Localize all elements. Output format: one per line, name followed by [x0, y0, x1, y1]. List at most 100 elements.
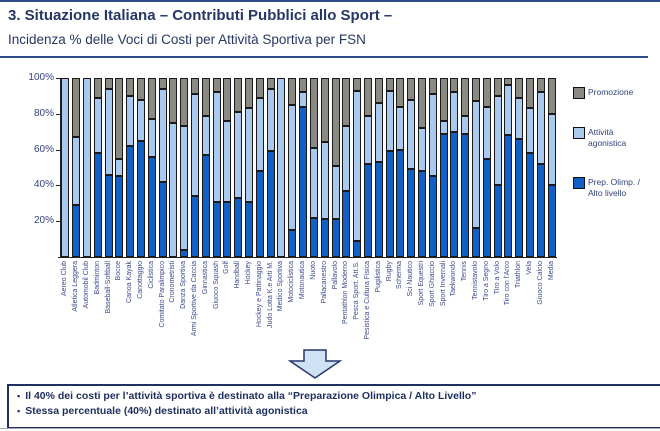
bar-segment: [191, 94, 200, 197]
bar-segment: [72, 205, 81, 257]
bar-segment: [72, 137, 81, 206]
bar-segment: [450, 92, 459, 132]
stacked-bar: [417, 78, 426, 257]
bar-segment: [255, 97, 264, 172]
x-axis-category-label: Sport Equestri: [417, 261, 425, 306]
bar-segment: [137, 99, 146, 141]
x-axis-category-label: Automobil Club: [83, 261, 90, 309]
bar-segment: [245, 201, 254, 257]
legend-swatch: [573, 87, 585, 99]
summary-text: Il 40% dei costi per l’attività sportiva…: [25, 390, 477, 402]
summary-bullet-line: ▪ Il 40% dei costi per l’attività sportiv…: [17, 389, 660, 404]
bar-segment: [374, 78, 383, 104]
bar-segment: [288, 104, 297, 231]
stacked-bar: [245, 78, 254, 257]
stacked-bar: [363, 78, 372, 257]
bar-segment: [158, 181, 167, 257]
x-axis-category-label: Tiro con l'Arco: [504, 261, 512, 306]
bar-segment: [353, 78, 362, 91]
bar-segment: [115, 78, 124, 159]
stacked-bar: [547, 78, 556, 257]
stacked-bar: [396, 78, 405, 257]
legend-swatch: [573, 127, 585, 139]
bar-segment: [385, 78, 394, 91]
x-axis-category-label: Hockey e Pattinaggio: [255, 261, 263, 328]
stacked-bar: [169, 78, 178, 257]
stacked-bar: [493, 78, 502, 257]
legend-label: Prep. Olimp. / Alto livello: [588, 177, 640, 198]
x-axis-category-label: Atletica Leggera: [72, 261, 80, 312]
bar-segment: [266, 151, 275, 257]
bar-segment: [104, 174, 113, 257]
bar-segment: [137, 78, 146, 100]
stacked-bar: [525, 78, 534, 257]
bar-segment: [471, 101, 480, 229]
bar-segment: [180, 249, 189, 257]
bar-segment: [201, 154, 210, 257]
bar-segment: [525, 78, 534, 109]
bar-segment: [385, 90, 394, 152]
bar-segment: [180, 126, 189, 250]
bar-segment: [504, 78, 513, 86]
bar-segment: [450, 131, 459, 257]
stacked-bar: [385, 78, 394, 257]
bar-segment: [482, 158, 491, 257]
bar-segment: [407, 169, 416, 257]
x-axis-category-label: Judo Lotta K.e Arti M.: [266, 261, 274, 328]
bar-segment: [288, 78, 297, 105]
bar-segment: [299, 92, 308, 107]
bar-segment: [223, 78, 232, 121]
bar-segment: [126, 95, 135, 147]
bar-segment: [363, 163, 372, 257]
stacked-bar: [504, 78, 513, 257]
x-axis-category-label: Tennis: [461, 261, 469, 282]
x-axis-category-label: Rugby: [385, 261, 393, 282]
bar-segment: [342, 78, 351, 127]
x-axis-category-label: Badminton: [93, 261, 101, 295]
x-axis-category-label: Sci Nautico: [407, 261, 415, 297]
bar-segment: [158, 78, 167, 89]
bar-segment: [320, 78, 329, 143]
bar-segment: [277, 78, 286, 257]
y-axis-tick-label: 60%: [33, 143, 54, 155]
y-axis-tick-label: 80%: [33, 107, 54, 119]
stacked-bar: [450, 78, 459, 257]
legend-item: Attività agonistica: [573, 127, 640, 149]
stacked-bar: [234, 78, 243, 257]
bar-segment: [385, 151, 394, 257]
bar-segment: [137, 140, 146, 257]
x-axis-category-label: Golf: [223, 261, 231, 274]
stacked-bar: [439, 78, 448, 257]
page-subtitle: Incidenza % delle Voci di Costi per Atti…: [8, 32, 366, 47]
stacked-bar: [212, 78, 221, 257]
stacked-bar: [331, 78, 340, 257]
bar-segment: [461, 115, 470, 134]
x-axis-category-label: Tennistavolo: [471, 261, 479, 300]
bar-segment: [407, 78, 416, 100]
x-axis-category-label: Motociclistica: [288, 261, 296, 303]
bar-segment: [342, 190, 351, 257]
x-axis-category-label: Tiro a Volo: [493, 261, 501, 295]
bar-segment: [104, 88, 113, 175]
bar-segment: [428, 78, 437, 95]
bar-segment: [493, 78, 502, 96]
bar-segment: [331, 78, 340, 166]
x-axis-category-label: Nuoto: [309, 261, 317, 280]
y-axis-tick-mark: [56, 113, 60, 115]
x-axis-category-label: Sport Invernali: [439, 261, 447, 307]
x-axis-category-label: Vela: [525, 261, 533, 275]
top-divider: [0, 0, 660, 2]
bar-segment: [93, 97, 102, 154]
bar-segment: [450, 78, 459, 93]
x-axis-category-label: Triathlon: [515, 261, 523, 288]
bar-segment: [525, 108, 534, 154]
legend-label: Promozione: [588, 87, 634, 97]
bar-segment: [309, 78, 318, 148]
bar-segment: [536, 92, 545, 164]
bar-segment: [493, 185, 502, 257]
x-axis-category-label: Pesistica e Cultura Fisica: [363, 261, 371, 340]
bar-segment: [396, 78, 405, 107]
legend-label: Attività agonistica: [588, 127, 627, 148]
bar-segment: [439, 120, 448, 134]
y-axis-tick-mark: [56, 185, 60, 187]
